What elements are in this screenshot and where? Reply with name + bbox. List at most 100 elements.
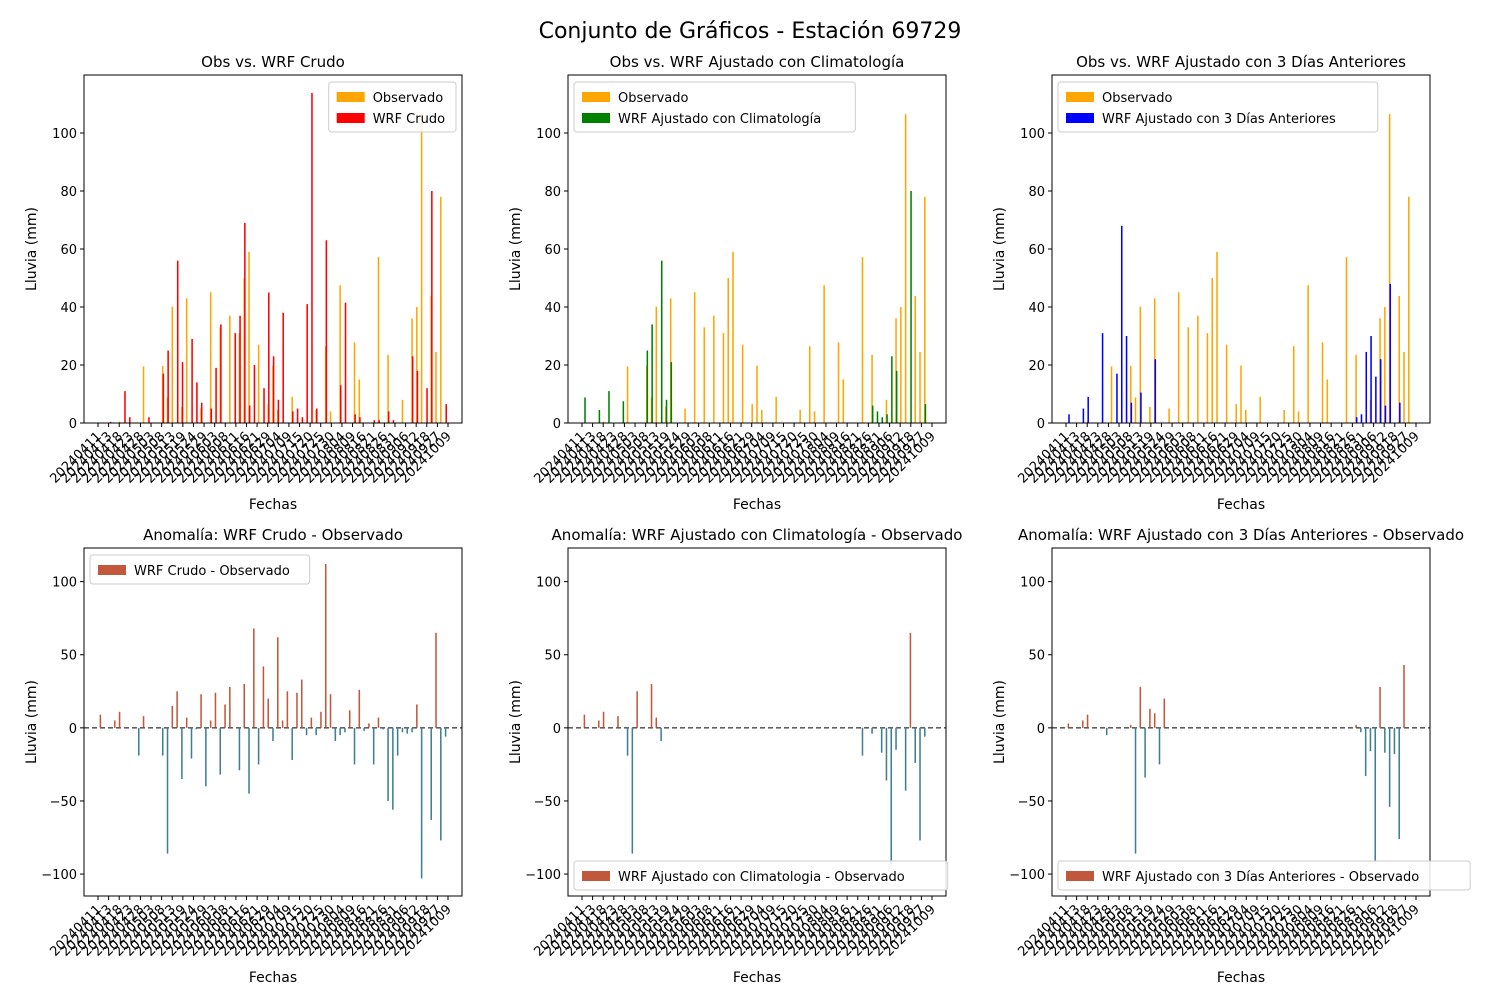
bar — [1355, 354, 1357, 423]
bar — [209, 720, 212, 728]
bar — [1120, 225, 1123, 423]
legend-label: WRF Ajustado con 3 Días Anteriores — [1102, 112, 1336, 127]
bar — [220, 324, 222, 423]
y-tick-label: −100 — [41, 868, 77, 883]
bar — [176, 691, 178, 728]
y-tick-label: 0 — [553, 417, 561, 432]
bar — [238, 727, 241, 771]
bar — [281, 720, 284, 728]
chart-panel-6: Anomalía: WRF Ajustado con 3 Días Anteri… — [992, 526, 1471, 986]
bar — [301, 679, 303, 728]
bar — [1168, 408, 1170, 423]
bar — [118, 711, 121, 728]
series-1 — [118, 114, 442, 424]
bar — [1086, 714, 1089, 728]
bar — [248, 727, 250, 794]
bar — [904, 727, 907, 791]
bar — [185, 717, 188, 728]
bar — [262, 666, 265, 728]
bar — [416, 704, 418, 728]
bar — [137, 727, 140, 756]
bar — [387, 354, 389, 423]
y-tick-label: −50 — [534, 795, 561, 810]
series-1 — [99, 564, 447, 879]
legend: WRF Ajustado con Climatologia - Observad… — [573, 860, 949, 891]
bar — [305, 727, 308, 736]
bar — [636, 691, 638, 728]
bar — [200, 402, 203, 423]
bar — [1370, 336, 1372, 423]
bar — [109, 421, 112, 423]
bar — [732, 251, 734, 423]
y-axis-label: Lluvia (mm) — [992, 207, 1008, 291]
bar — [1408, 196, 1410, 423]
bar — [1130, 402, 1133, 423]
bar — [118, 421, 121, 423]
bar — [761, 409, 763, 423]
bar — [1384, 727, 1386, 753]
bar — [713, 315, 715, 423]
legend-box — [1057, 860, 1471, 891]
legend-label: WRF Ajustado con Climatología — [618, 112, 821, 127]
bar — [353, 727, 356, 765]
bar — [344, 302, 347, 423]
bar — [195, 727, 198, 730]
bar — [176, 260, 179, 423]
bar — [377, 257, 380, 423]
bar — [1235, 404, 1237, 423]
bar — [329, 694, 332, 728]
bar — [161, 727, 164, 756]
bar — [229, 315, 231, 423]
y-tick-label: 0 — [1037, 417, 1045, 432]
bar — [1187, 327, 1190, 423]
bar — [200, 694, 202, 728]
bar — [1158, 727, 1161, 765]
legend-label: Observado — [1102, 91, 1173, 106]
y-tick-label: 100 — [536, 127, 561, 142]
bar — [185, 298, 188, 423]
y-tick-label: 100 — [52, 127, 77, 142]
y-tick-label: −50 — [50, 795, 77, 810]
bar — [1364, 727, 1367, 777]
bar — [411, 727, 413, 733]
chart-panel-4: Anomalía: WRF Crudo - Observado −100 −50 0 5… — [24, 526, 463, 986]
bar — [282, 312, 284, 423]
bar — [420, 114, 423, 424]
bar — [602, 421, 605, 423]
bar — [1360, 727, 1362, 733]
figure-suptitle: Conjunto de Gráficos - Estación 69729 — [539, 19, 962, 44]
bar — [339, 285, 341, 423]
bar — [1110, 366, 1113, 423]
bar — [1211, 278, 1213, 423]
bar — [813, 411, 816, 423]
bar — [253, 628, 255, 728]
bar — [1197, 315, 1199, 423]
bar — [257, 727, 260, 765]
bar — [919, 727, 921, 841]
bar — [440, 196, 442, 423]
bar — [891, 356, 893, 423]
bar — [722, 333, 725, 423]
bar — [306, 304, 308, 423]
bar — [665, 399, 668, 423]
bar — [416, 370, 419, 423]
bar — [377, 717, 380, 728]
bar — [909, 632, 912, 728]
bar — [209, 292, 212, 423]
bar — [1388, 727, 1391, 807]
bar — [1177, 292, 1180, 423]
legend-swatch — [582, 92, 610, 102]
bar — [751, 404, 753, 423]
chart-title: Obs vs. WRF Ajustado con 3 Días Anterior… — [1076, 53, 1406, 71]
bar — [124, 391, 126, 423]
bar — [608, 391, 610, 423]
bar — [190, 727, 193, 759]
y-tick-label: 60 — [60, 243, 77, 258]
bar — [1101, 333, 1104, 423]
bar — [339, 385, 342, 423]
bar — [871, 727, 873, 734]
chart-panel-5: Anomalía: WRF Ajustado con Climatología … — [508, 526, 962, 986]
bar — [353, 342, 356, 423]
bar — [215, 367, 217, 423]
bar — [431, 191, 433, 423]
